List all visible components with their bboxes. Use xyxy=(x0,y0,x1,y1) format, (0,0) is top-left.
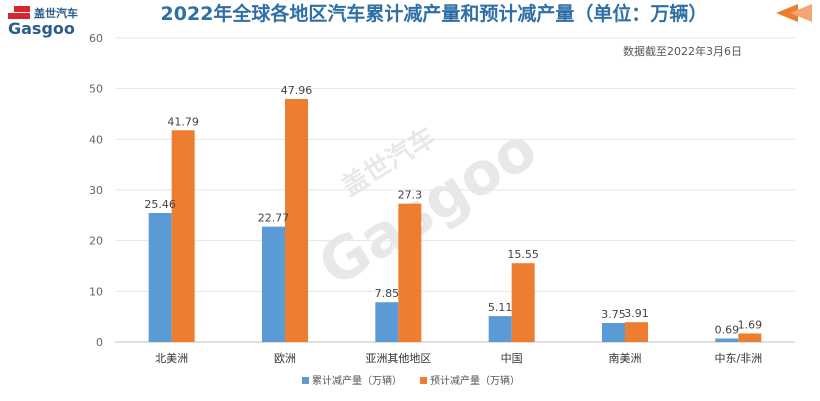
chart-subtitle: 数据截至2022年3月6日 xyxy=(623,44,742,58)
y-tick-label: 60 xyxy=(89,32,103,45)
logo-brand-en: Gasgoo xyxy=(8,19,75,38)
x-tick-label: 欧洲 xyxy=(274,352,296,365)
legend: 累计减产量（万辆） 预计减产量（万辆） xyxy=(302,374,520,387)
legend-label: 预计减产量（万辆） xyxy=(430,374,520,387)
bar xyxy=(148,213,172,342)
y-axis: 0 10 20 30 40 50 60 xyxy=(89,32,103,349)
bar xyxy=(488,316,512,342)
y-tick-label: 0 xyxy=(96,336,103,349)
data-label: 7.85 xyxy=(375,287,400,300)
data-label: 3.91 xyxy=(624,307,649,320)
bar xyxy=(171,130,195,342)
logo-mark-lower xyxy=(8,13,30,19)
bar xyxy=(625,322,648,342)
chart-title: 2022年全球各地区汽车累计减产量和预计减产量（单位：万辆） xyxy=(161,2,708,25)
logo-mark xyxy=(14,6,30,12)
bar xyxy=(602,323,625,342)
data-label: 5.11 xyxy=(488,301,513,314)
bar xyxy=(398,203,422,342)
legend-label: 累计减产量（万辆） xyxy=(312,374,402,387)
bars xyxy=(148,99,762,342)
y-tick-label: 20 xyxy=(89,235,103,248)
gasgoo-logo: 盖世汽车 Gasgoo xyxy=(8,6,78,38)
legend-swatch xyxy=(302,377,309,384)
legend-swatch xyxy=(420,377,427,384)
data-label: 1.69 xyxy=(738,318,763,331)
gridlines xyxy=(115,37,795,343)
x-tick-label: 中国 xyxy=(501,352,523,365)
data-label: 47.96 xyxy=(281,84,313,97)
x-tick-label: 中东/非洲 xyxy=(714,352,762,365)
y-tick-label: 50 xyxy=(89,83,103,96)
y-tick-label: 10 xyxy=(89,285,103,298)
data-labels: 25.46 41.79 22.77 47.96 7.85 27.3 5.11 15.55 3.7… xyxy=(144,84,762,337)
x-axis: 北美洲 欧洲 亚洲其他地区 中国 南美洲 中东/非洲 xyxy=(155,352,762,365)
bar xyxy=(285,99,308,342)
y-tick-label: 30 xyxy=(89,184,103,197)
data-label: 15.55 xyxy=(507,248,539,261)
data-label: 3.75 xyxy=(601,308,626,321)
arrow-icon xyxy=(776,4,812,22)
x-tick-label: 亚洲其他地区 xyxy=(365,352,431,365)
bar xyxy=(511,263,535,342)
bar xyxy=(262,226,285,342)
data-label: 25.46 xyxy=(144,198,176,211)
x-tick-label: 南美洲 xyxy=(609,352,642,365)
bar xyxy=(738,333,762,342)
data-label: 27.3 xyxy=(398,189,423,202)
bar xyxy=(375,302,399,342)
bar xyxy=(715,338,739,342)
logo-brand-cn: 盖世汽车 xyxy=(34,6,78,20)
y-tick-label: 40 xyxy=(89,133,103,146)
data-label: 41.79 xyxy=(167,115,199,128)
data-label: 22.77 xyxy=(258,212,290,225)
data-label: 0.69 xyxy=(715,324,740,337)
x-tick-label: 北美洲 xyxy=(155,352,188,365)
